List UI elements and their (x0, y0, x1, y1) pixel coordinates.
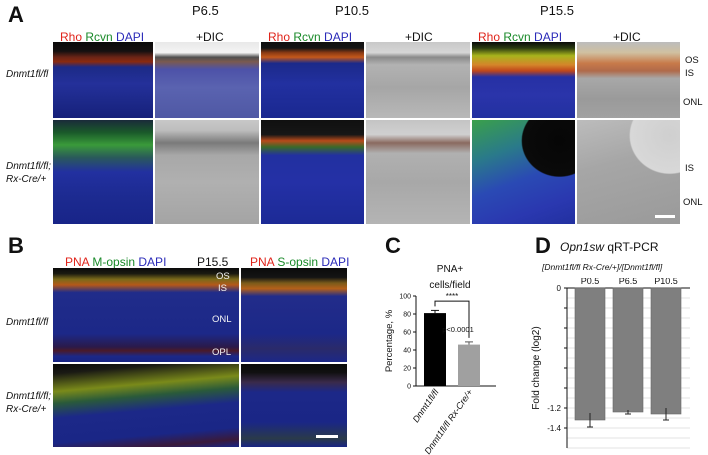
micrograph-a-p6-5-dic (155, 42, 259, 118)
micrograph-a-p10-5-mutant-fluor (261, 120, 364, 224)
layer-label-b-is: IS (218, 283, 227, 294)
chart-d-category-label-1: P0.5 (581, 278, 600, 286)
stain-header-a-col5: Rho Rcvn DAPI (478, 30, 563, 44)
micrograph-a-p6-5-mutant-fluor (53, 120, 153, 224)
micrograph-a-p10-5-fluor (261, 42, 364, 118)
chart-c-category-label-1: Dnmt1fl/fl (411, 387, 442, 425)
chart-d-subtitle: [Dnmt1fl/fl Rx-Cre/+]/[Dnmt1fl/fl] (542, 262, 663, 272)
dic-header-a-col6: +DIC (613, 30, 641, 44)
micrograph-b-sopsin-mutant (241, 364, 347, 447)
stain-header-b-col1: PNA M-opsin DAPI (65, 255, 167, 269)
chart-c-y-tick-label: 60 (403, 330, 411, 337)
chart-c-title: PNA+ cells/field (429, 264, 471, 291)
chart-c-y-tick-label: 20 (403, 366, 411, 373)
layer-label-b-opl: OPL (212, 347, 232, 358)
dic-header-a-col2: +DIC (196, 30, 224, 44)
stain-header-b-col2: PNA S-opsin DAPI (250, 255, 350, 269)
layer-label-a-os: OS (685, 55, 699, 66)
micrograph-b-mopsin-control (53, 268, 239, 362)
micrograph-a-p10-5-dic (366, 42, 470, 118)
layer-label-a-is: IS (685, 68, 694, 79)
chart-d-bar-3 (650, 287, 682, 415)
layer-label-a-onl-mutant: ONL (683, 197, 703, 208)
chart-d-y-tick-label: -1.4 (547, 424, 561, 433)
micrograph-a-p10-5-mutant-dic (366, 120, 470, 224)
layer-label-b-os: OS (216, 271, 230, 282)
micrograph-a-p15-5-mutant-dic (577, 120, 680, 224)
age-label-p15-5: P15.5 (540, 3, 574, 18)
age-label-b: P15.5 (197, 255, 229, 269)
chart-d-y-tick-label: -1.2 (547, 404, 561, 413)
micrograph-a-p6-5-mutant-dic (155, 120, 259, 224)
row-label-a-mutant: Dnmt1fl/fl; Rx-Cre/+ (6, 161, 52, 185)
chart-c-y-tick-label: 0 (407, 384, 411, 391)
micrograph-a-p15-5-fluor (472, 42, 575, 118)
dic-header-a-col4: +DIC (405, 30, 433, 44)
age-label-p6-5: P6.5 (192, 3, 219, 18)
chart-d: 0 -1.2 -1.4 Fold change (log2) P0.5 P6.5 P10.5 (531, 278, 690, 449)
chart-d-bar-1 (574, 287, 606, 421)
chart-d-y-axis-label: Fold change (log2) (531, 326, 542, 409)
micrograph-a-p15-5-mutant-fluor (472, 120, 575, 224)
micrograph-b-mopsin-mutant (53, 364, 239, 447)
panel-d-letter: D (535, 233, 551, 258)
micrograph-a-p15-5-dic (577, 42, 680, 118)
age-label-p10-5: P10.5 (335, 3, 369, 18)
chart-c-y-tick-label: 100 (399, 294, 411, 301)
panel-b-letter: B (8, 233, 24, 258)
chart-c-pvalue: p<0.0001 (442, 325, 474, 334)
chart-c-y-tick-label: 80 (403, 312, 411, 319)
panel-c-letter: C (385, 233, 401, 258)
panel-a-letter: A (8, 2, 24, 27)
row-label-b-mutant: Dnmt1fl/fl; Rx-Cre/+ (6, 391, 52, 415)
chart-d-category-label-3: P10.5 (654, 278, 678, 286)
chart-c-y-tick-label: 40 (403, 348, 411, 355)
layer-label-a-is-mutant: IS (685, 163, 694, 174)
micrograph-a-p6-5-fluor (53, 42, 153, 118)
chart-d-bar-2 (612, 287, 644, 413)
scale-bar-b (316, 435, 338, 438)
stain-header-a-col1: Rho Rcvn DAPI (60, 30, 145, 44)
stain-header-a-col3: Rho Rcvn DAPI (268, 30, 353, 44)
scale-bar-a (655, 215, 675, 218)
chart-d-title: Opn1sw qRT-PCR (560, 240, 659, 254)
row-label-a-control: Dnmt1fl/fl (6, 69, 49, 80)
chart-d-category-label-2: P6.5 (619, 278, 638, 286)
layer-label-b-onl: ONL (212, 314, 232, 325)
row-label-b-control: Dnmt1fl/fl (6, 317, 49, 328)
micrograph-b-sopsin-control (241, 268, 347, 362)
chart-c-bar-2 (458, 344, 480, 386)
chart-c-y-axis-label: Percentage, % (384, 309, 395, 372)
chart-c-significance-stars: **** (446, 292, 458, 301)
chart-c-bar-1 (424, 313, 446, 386)
layer-label-a-onl: ONL (683, 97, 703, 108)
chart-c: 0 20 40 60 80 100 Percentage, % **** p<0.0001 Dnm… (384, 292, 496, 455)
chart-d-y-tick-label: 0 (557, 284, 562, 293)
chart-c-significance-bracket (434, 300, 470, 338)
